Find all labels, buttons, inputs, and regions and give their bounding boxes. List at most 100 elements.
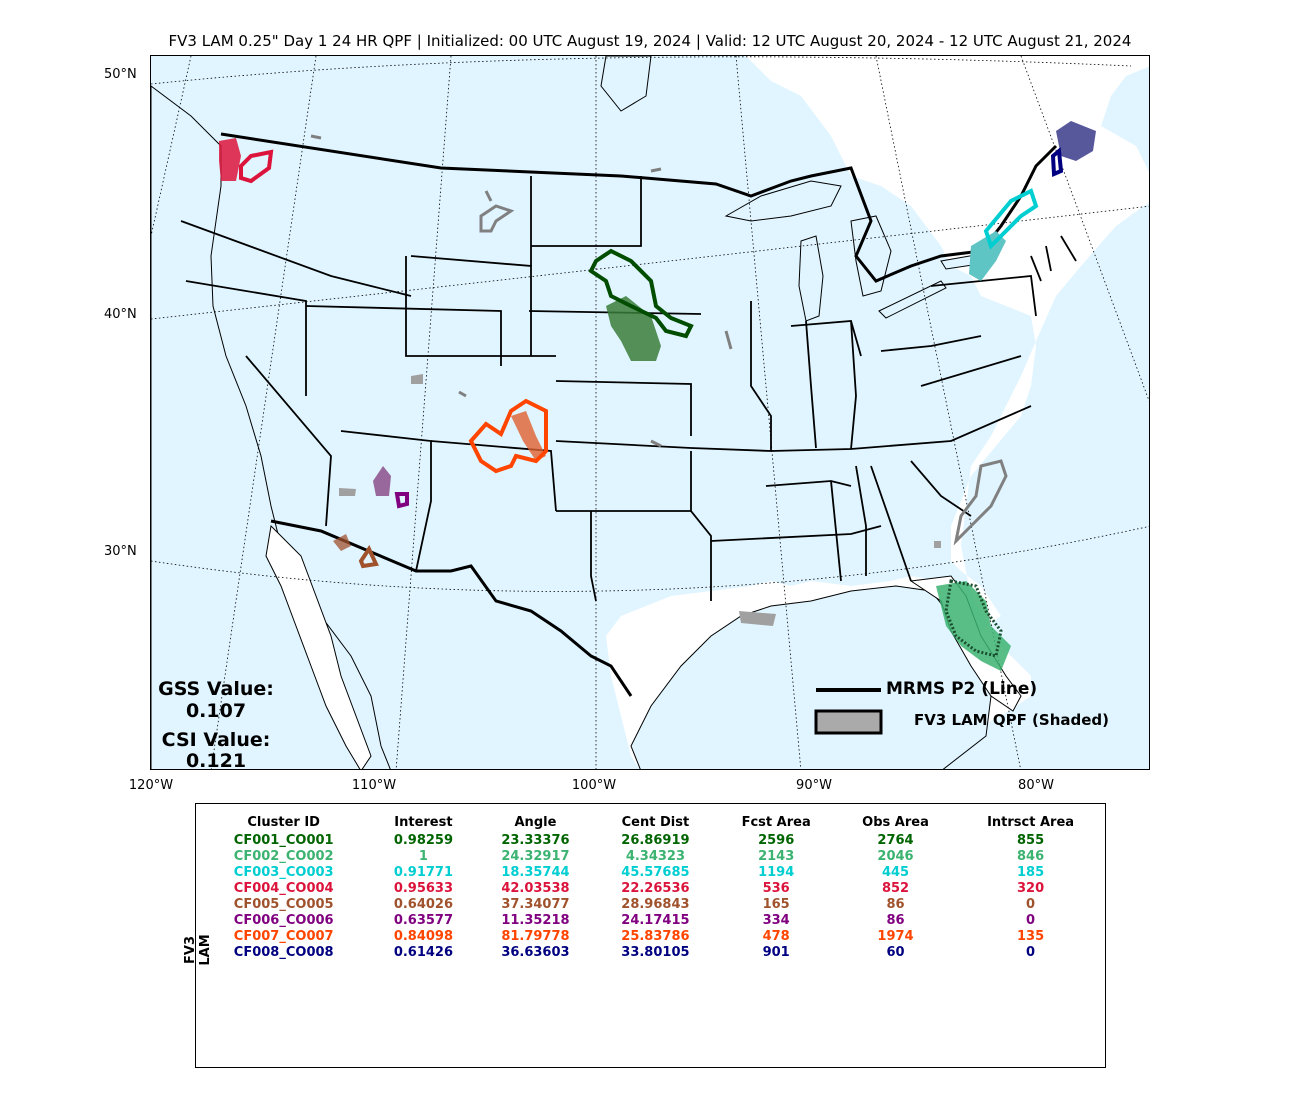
table-cell: CF001_CO001 bbox=[233, 833, 334, 848]
cluster-008-fcst-shade bbox=[1056, 121, 1096, 161]
lat-label-50: 50°N bbox=[104, 67, 137, 82]
table-cell: CF003_CO003 bbox=[233, 865, 334, 880]
map-canvas bbox=[151, 56, 1149, 769]
csi-label: CSI Value: bbox=[161, 729, 271, 751]
cluster-008 bbox=[1050, 121, 1096, 177]
legend-shade-label: FV3 LAM QPF (Shaded) bbox=[914, 711, 1110, 729]
table-cell: 2046 bbox=[877, 849, 914, 864]
cluster-002 bbox=[936, 579, 1011, 671]
fcst-unmatched-shades bbox=[339, 374, 941, 626]
table-row: CF007_CO007 0.84098 81.79778 25.83786 478 197… bbox=[196, 929, 1107, 945]
stats-table-box: Cluster ID Interest Angle Cent Dist Fcst… bbox=[195, 803, 1106, 1068]
table-cell: 25.83786 bbox=[621, 929, 690, 944]
table-cell: 23.33376 bbox=[501, 833, 570, 848]
table-cell: 1974 bbox=[877, 929, 914, 944]
table-cell: CF006_CO006 bbox=[233, 913, 334, 928]
table-cell: 42.03538 bbox=[501, 881, 570, 896]
stats-body: CF001_CO001 0.98259 23.33376 26.86919 2596 27… bbox=[196, 833, 1107, 961]
table-cell: 852 bbox=[881, 881, 910, 896]
header-cent-dist: Cent Dist bbox=[621, 815, 690, 830]
cluster-005-obs-line bbox=[358, 544, 379, 569]
cluster-005 bbox=[333, 534, 379, 569]
table-cell: 86 bbox=[886, 897, 905, 912]
table-cell: 165 bbox=[762, 897, 790, 912]
international-border bbox=[220, 132, 1058, 283]
cluster-006-obs-line bbox=[394, 492, 409, 509]
table-cell: CF002_CO002 bbox=[233, 849, 334, 864]
table-row: CF008_CO008 0.61426 36.63603 33.80105 901 60 0 bbox=[196, 945, 1107, 961]
mrms-unmatched-outlines bbox=[310, 134, 1008, 546]
table-cell: 0.64026 bbox=[393, 897, 454, 912]
table-cell: 1 bbox=[418, 849, 428, 864]
legend-shade-swatch bbox=[814, 709, 883, 735]
csi-value: 0.121 bbox=[185, 750, 247, 770]
stats-header-row: Cluster ID Interest Angle Cent Dist Fcst… bbox=[196, 814, 1107, 833]
table-cell: CF007_CO007 bbox=[233, 929, 334, 944]
table-row: CF001_CO001 0.98259 23.33376 26.86919 2596 27… bbox=[196, 833, 1107, 849]
table-row: CF004_CO004 0.95633 42.03538 22.26536 536 852… bbox=[196, 881, 1107, 897]
table-cell: CF008_CO008 bbox=[233, 945, 334, 960]
lon-label-120: 120°W bbox=[128, 778, 174, 793]
table-cell: 846 bbox=[1016, 849, 1045, 864]
table-cell: 445 bbox=[881, 865, 910, 880]
cluster-003 bbox=[969, 188, 1039, 281]
cluster-001-obs-line bbox=[588, 248, 694, 339]
table-cell: 18.35744 bbox=[501, 865, 570, 880]
table-cell: 45.57685 bbox=[621, 865, 690, 880]
table-cell: 901 bbox=[762, 945, 790, 960]
table-row: CF006_CO006 0.63577 11.35218 24.17415 334 86 0 bbox=[196, 913, 1107, 929]
cluster-002-fcst-shade bbox=[936, 581, 1011, 671]
lon-label-110: 110°W bbox=[351, 778, 397, 793]
mexico-border bbox=[270, 519, 633, 697]
lake-erie bbox=[878, 280, 947, 319]
table-cell: 0.98259 bbox=[393, 833, 454, 848]
table-cell: 0.63577 bbox=[393, 913, 454, 928]
cluster-004-obs-line bbox=[239, 149, 274, 184]
cluster-001-fcst-shade bbox=[606, 296, 661, 361]
gss-label: GSS Value: bbox=[158, 678, 274, 700]
table-cell: 36.63603 bbox=[501, 945, 570, 960]
cluster-001 bbox=[588, 248, 694, 361]
stats-table: Cluster ID Interest Angle Cent Dist Fcst… bbox=[196, 814, 1107, 961]
lat-label-30: 30°N bbox=[104, 544, 137, 559]
table-cell: 0 bbox=[1026, 913, 1036, 928]
lat-label-40: 40°N bbox=[104, 307, 137, 322]
table-cell: 86 bbox=[886, 913, 905, 928]
table-cell: 2596 bbox=[758, 833, 795, 848]
cluster-007 bbox=[468, 398, 548, 474]
table-cell: 24.17415 bbox=[621, 913, 690, 928]
table-cell: 0.84098 bbox=[393, 929, 454, 944]
table-cell: 0 bbox=[1026, 897, 1036, 912]
table-row: CF002_CO002 1 24.32917 4.34323 2143 2046 846 bbox=[196, 849, 1107, 865]
table-cell: 0.91771 bbox=[393, 865, 454, 880]
header-cluster-id: Cluster ID bbox=[247, 815, 320, 830]
table-cell: 320 bbox=[1016, 881, 1045, 896]
header-obs-area: Obs Area bbox=[862, 815, 929, 830]
qpf-map: GSS Value: 0.107 CSI Value: 0.121 MRMS P… bbox=[150, 55, 1150, 770]
header-intrsct-area: Intrsct Area bbox=[987, 815, 1075, 830]
table-cell: 185 bbox=[1016, 865, 1045, 880]
table-row: CF005_CO005 0.64026 37.34077 28.96843 165 86 0 bbox=[196, 897, 1107, 913]
header-interest: Interest bbox=[394, 815, 453, 830]
baja-peninsula bbox=[265, 524, 372, 769]
table-cell: 24.32917 bbox=[501, 849, 570, 864]
cluster-006-fcst-shade bbox=[373, 466, 391, 496]
table-cell: 2143 bbox=[758, 849, 795, 864]
table-row: CF003_CO003 0.91771 18.35744 45.57685 1194 44… bbox=[196, 865, 1107, 881]
cluster-004 bbox=[219, 138, 274, 184]
table-cell: 2764 bbox=[877, 833, 914, 848]
header-fcst-area: Fcst Area bbox=[741, 815, 811, 830]
table-cell: CF005_CO005 bbox=[233, 897, 334, 912]
pacific-coastline bbox=[151, 85, 391, 769]
table-cell: 478 bbox=[762, 929, 790, 944]
table-cell: 81.79778 bbox=[501, 929, 570, 944]
table-cell: 60 bbox=[886, 945, 905, 960]
table-cell: 37.34077 bbox=[501, 897, 570, 912]
cluster-006 bbox=[373, 466, 409, 509]
lon-label-100: 100°W bbox=[571, 778, 617, 793]
table-cell: 0.61426 bbox=[393, 945, 454, 960]
lake-huron bbox=[850, 215, 892, 297]
lake-superior bbox=[724, 180, 842, 222]
state-lines bbox=[180, 176, 1077, 602]
table-cell: 26.86919 bbox=[621, 833, 690, 848]
